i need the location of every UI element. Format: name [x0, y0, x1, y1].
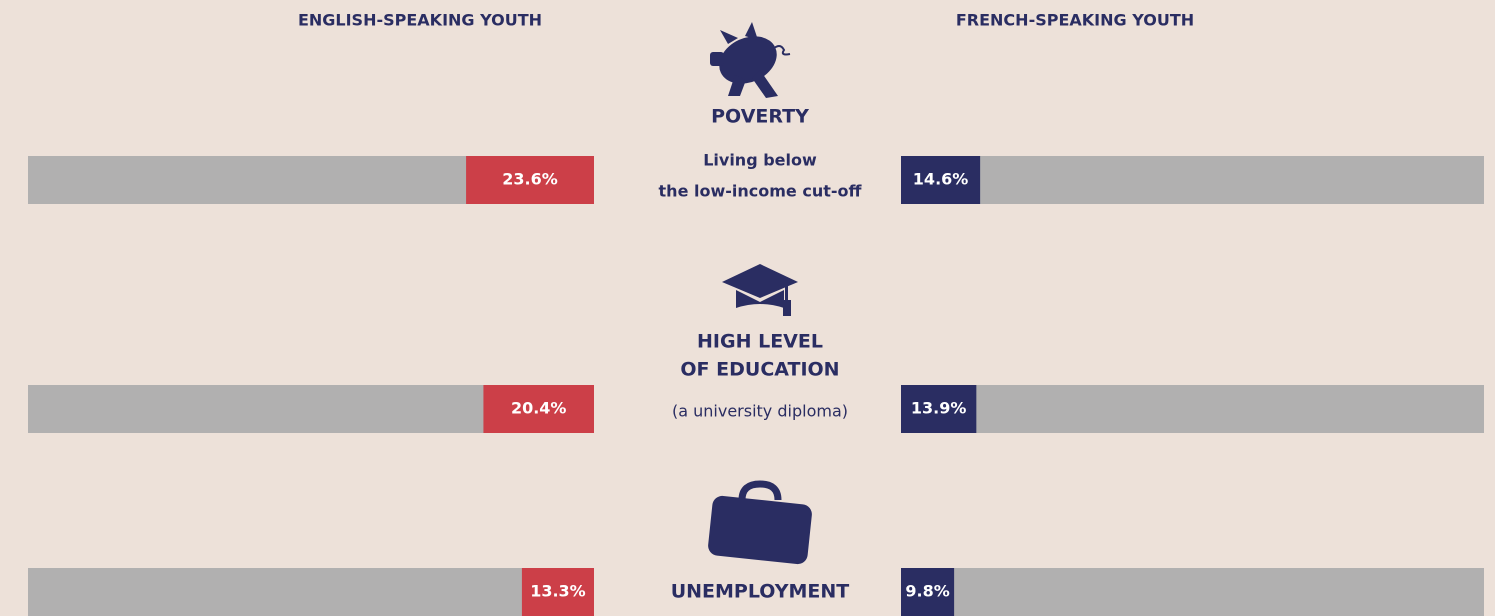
piggy-bank-icon [710, 22, 791, 98]
category-note: (a university diploma) [672, 402, 848, 421]
series-header: FRENCH-SPEAKING YOUTH [956, 11, 1194, 30]
series-header: ENGLISH-SPEAKING YOUTH [298, 11, 542, 30]
category-label: HIGH LEVEL [697, 331, 823, 353]
bar-track [28, 568, 594, 616]
bar-track [901, 385, 1484, 433]
category-note: Living below [703, 151, 817, 170]
bar-track [901, 568, 1484, 616]
value-label: 23.6% [502, 170, 558, 189]
value-bar [466, 156, 594, 204]
value-label: 14.6% [913, 170, 969, 189]
bar-track [901, 156, 1484, 204]
value-bar [901, 568, 955, 616]
value-bar [901, 156, 981, 204]
value-bar [521, 568, 594, 616]
value-label: 13.9% [911, 399, 967, 418]
briefcase-icon [708, 480, 812, 565]
graduation-cap-icon [722, 264, 798, 316]
value-label: 20.4% [511, 399, 567, 418]
category-label: POVERTY [711, 106, 809, 128]
value-bar [483, 385, 594, 433]
category-label: OF EDUCATION [680, 359, 839, 381]
value-label: 9.8% [905, 582, 949, 601]
value-label: 13.3% [530, 582, 586, 601]
category-label: UNEMPLOYMENT [671, 581, 850, 603]
category-note: the low-income cut-off [659, 182, 863, 201]
value-bar [901, 385, 977, 433]
